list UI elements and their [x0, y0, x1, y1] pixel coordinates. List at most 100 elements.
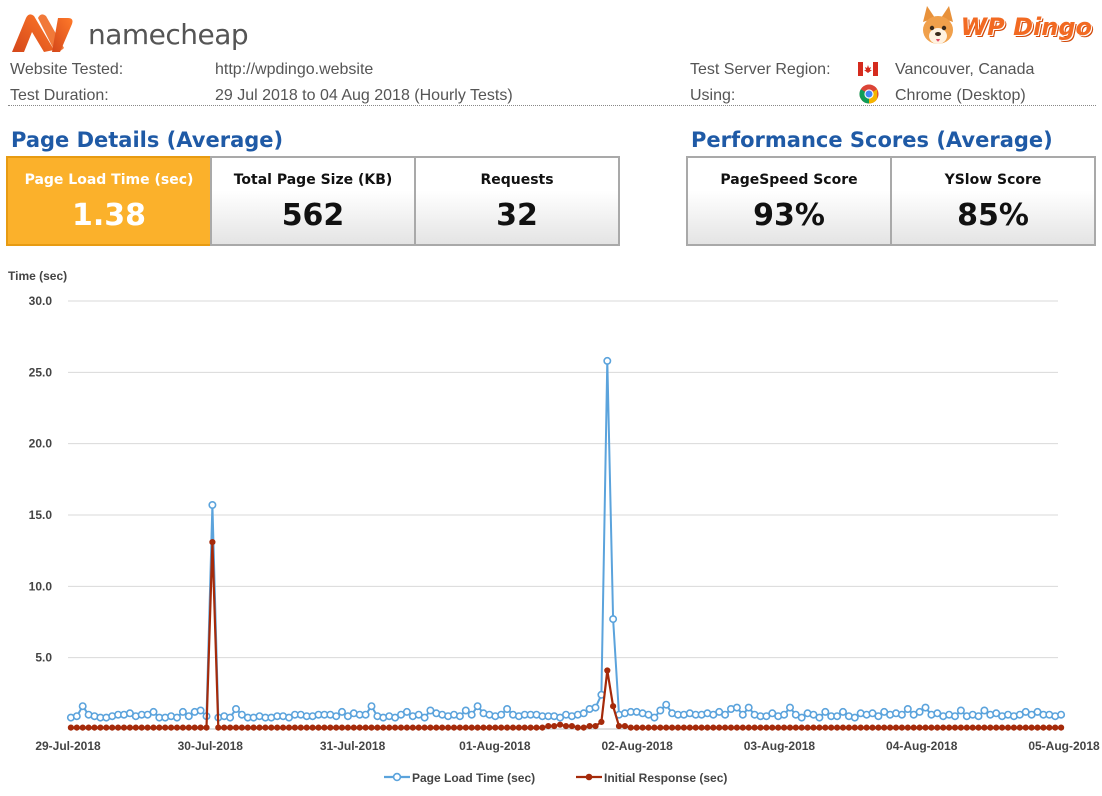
data-point [539, 724, 546, 731]
data-point [757, 724, 764, 731]
data-point [798, 724, 805, 731]
data-point [727, 724, 735, 731]
data-point [633, 724, 640, 731]
data-point [663, 724, 670, 731]
data-point [557, 721, 564, 728]
data-point [863, 724, 870, 731]
data-point [1040, 724, 1047, 731]
x-tick-label: 29-Jul-2018 [35, 739, 101, 753]
dingo-mascot-icon [922, 6, 953, 44]
data-point [838, 707, 847, 716]
data-point [461, 706, 470, 715]
data-point [178, 707, 187, 716]
data-point [250, 724, 257, 731]
data-point [621, 723, 629, 730]
data-point [368, 724, 375, 731]
pagespeed-card: PageSpeed Score 93% [686, 156, 892, 246]
data-point [85, 724, 92, 731]
data-point [497, 710, 506, 719]
series-line [70, 540, 1062, 729]
data-point [67, 724, 75, 731]
data-point [738, 710, 747, 719]
data-point [545, 723, 552, 730]
data-point [215, 724, 222, 731]
page-size-card: Total Page Size (KB) 562 [210, 156, 416, 246]
data-point [386, 724, 393, 731]
page-load-time-card: Page Load Time (sec) 1.38 [6, 156, 212, 246]
legend-swatch-marker [392, 772, 402, 782]
x-tick-label: 31-Jul-2018 [320, 739, 386, 753]
data-point [887, 724, 894, 731]
data-point [656, 706, 665, 715]
duration-value: 29 Jul 2018 to 04 Aug 2018 (Hourly Tests… [215, 87, 513, 104]
data-point [881, 724, 888, 731]
data-point [509, 724, 517, 731]
data-point [208, 500, 217, 509]
page-load-time-label: Page Load Time (sec) [24, 172, 194, 188]
data-point [297, 724, 304, 731]
data-point [144, 724, 151, 731]
data-point [710, 724, 717, 731]
y-tick-label: 10.0 [29, 579, 53, 593]
data-point [963, 724, 970, 731]
data-point [456, 724, 463, 731]
data-point [1016, 724, 1023, 731]
using-label: Using: [690, 87, 736, 104]
data-point [915, 707, 924, 716]
data-point [834, 724, 841, 731]
data-point [797, 713, 806, 722]
data-point [350, 724, 357, 731]
data-point [609, 615, 618, 624]
yslow-value: 85% [957, 198, 1029, 233]
data-point [999, 724, 1006, 731]
data-point [291, 724, 298, 731]
data-point [79, 724, 86, 731]
requests-value: 32 [496, 198, 538, 233]
yslow-label: YSlow Score [944, 172, 1042, 188]
namecheap-logo: namecheap [8, 12, 249, 56]
data-point [327, 724, 334, 731]
data-point [338, 724, 346, 731]
data-point [184, 712, 193, 721]
data-point [309, 724, 316, 731]
data-point [227, 724, 234, 731]
data-point [209, 539, 216, 546]
data-point [450, 724, 458, 731]
data-point [957, 724, 965, 731]
data-point [904, 724, 911, 731]
data-point [928, 724, 935, 731]
data-point [1057, 710, 1066, 719]
data-point [168, 724, 175, 731]
data-point [586, 723, 593, 730]
legend-label: Page Load Time (sec) [412, 771, 535, 785]
data-point [226, 713, 235, 722]
data-point [73, 724, 80, 731]
data-point [969, 724, 976, 731]
data-point [1022, 724, 1029, 731]
yslow-card: YSlow Score 85% [890, 156, 1096, 246]
data-point [892, 724, 900, 731]
data-point [810, 724, 817, 731]
data-point [950, 712, 959, 721]
data-point [515, 724, 523, 731]
data-point [591, 703, 600, 712]
data-point [467, 710, 476, 719]
data-point [651, 724, 658, 731]
data-point [1046, 724, 1053, 731]
data-point [527, 724, 534, 731]
y-tick-label: 30.0 [29, 294, 53, 308]
data-point [657, 724, 664, 731]
data-point [857, 724, 864, 731]
data-point [639, 724, 646, 731]
using-value: Chrome (Desktop) [895, 87, 1026, 104]
data-point [1058, 724, 1065, 731]
data-point [839, 724, 847, 731]
y-tick-label: 25.0 [29, 365, 53, 379]
data-point [150, 724, 157, 731]
data-point [433, 724, 440, 731]
performance-title: Performance Scores (Average) [691, 128, 1053, 152]
data-point [473, 702, 482, 711]
data-point [645, 724, 652, 731]
data-point [285, 724, 293, 731]
data-point [91, 724, 98, 731]
